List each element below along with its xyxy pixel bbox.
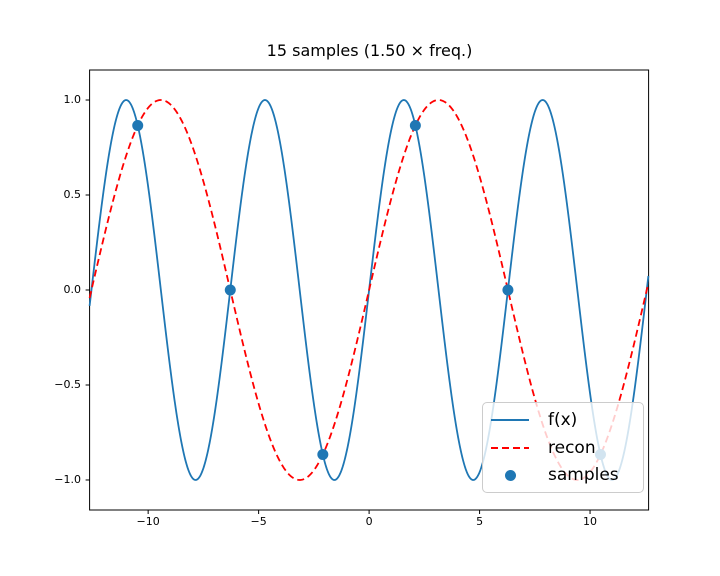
legend-row-samples: samples: [491, 461, 635, 489]
legend-line-sample-recon: [491, 446, 529, 449]
chart-title: 15 samples (1.50 × freq.): [266, 41, 473, 60]
y-tick-label: −0.5: [54, 377, 81, 391]
legend-line-sample-fx: [491, 418, 529, 421]
legend-row-recon: recon: [491, 434, 635, 462]
x-tick-label: 10: [583, 515, 598, 528]
y-tick-label: 0.5: [63, 188, 82, 201]
dashed-line-icon: [491, 446, 529, 449]
solid-line-icon: [491, 418, 529, 421]
x-tick-label: −5: [250, 515, 267, 528]
x-tick-label: 0: [365, 515, 373, 528]
sample-point: [224, 284, 236, 296]
y-tick-label: 0.0: [63, 283, 82, 296]
legend-row-fx: f(x): [491, 406, 635, 434]
sample-point: [132, 119, 144, 131]
sample-point: [502, 284, 514, 296]
legend: f(x) recon samples: [482, 402, 644, 493]
curve-fx: [88, 99, 650, 481]
legend-label-fx: f(x): [548, 409, 578, 430]
dot-marker-icon: [504, 469, 516, 481]
legend-label-samples: samples: [548, 465, 619, 486]
y-tick-label: 1.0: [63, 93, 82, 107]
sample-point: [409, 119, 421, 131]
legend-label-recon: recon: [548, 437, 596, 458]
x-tick-label: 5: [476, 515, 484, 528]
y-tick-label: −1.0: [54, 472, 81, 486]
sample-point: [317, 449, 329, 461]
legend-marker-sample: [491, 469, 529, 481]
x-tick-label: −10: [136, 515, 160, 528]
